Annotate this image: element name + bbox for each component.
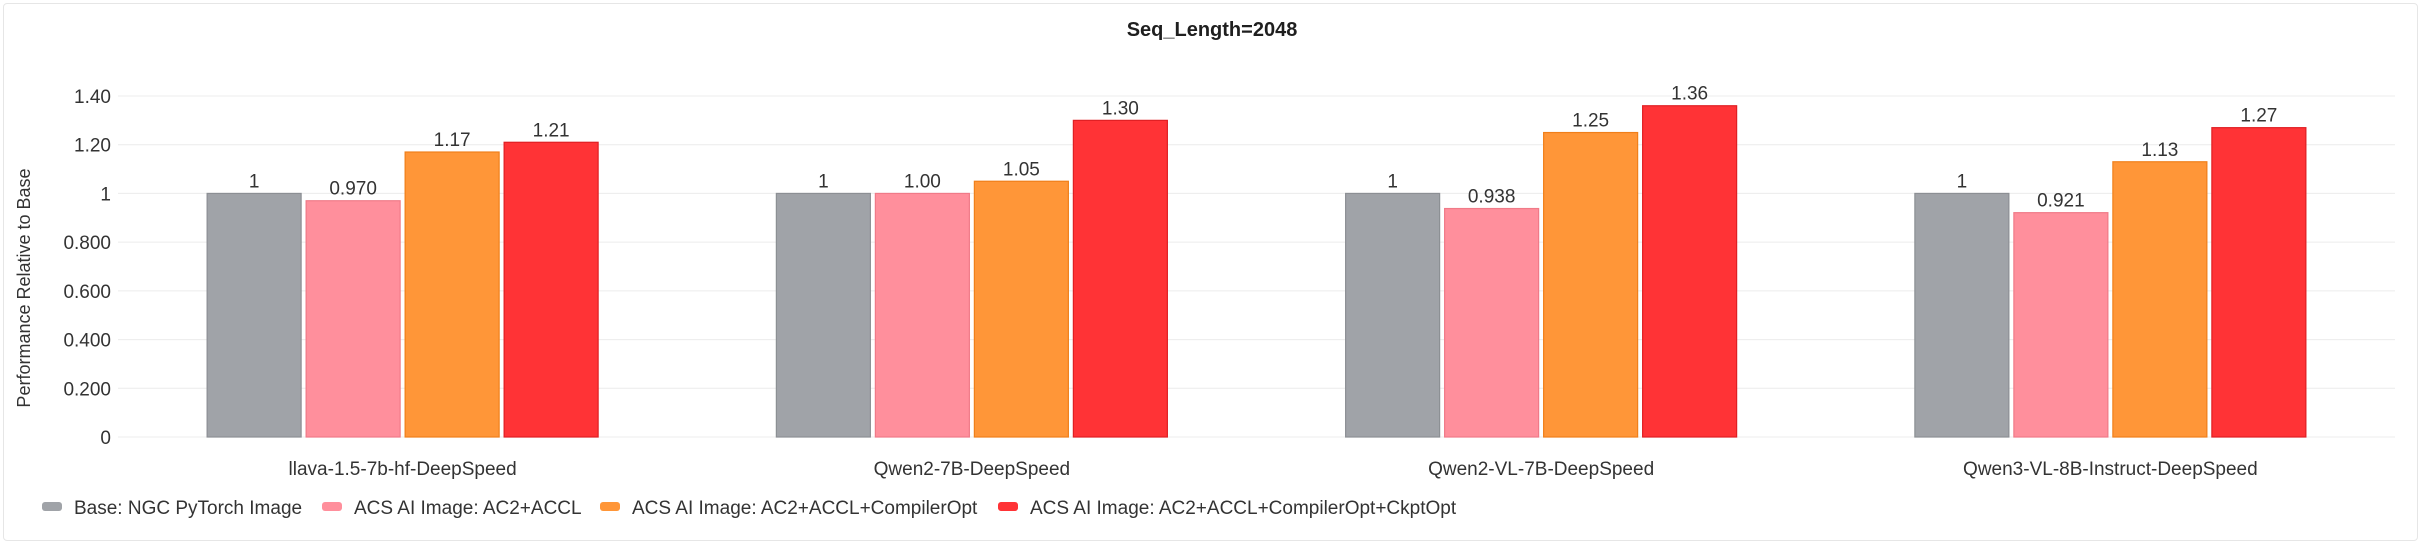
x-category-label: Qwen3-VL-8B-Instruct-DeepSpeed: [1963, 459, 2258, 480]
bar: [2013, 212, 2109, 438]
x-category-label: llava-1.5-7b-hf-DeepSpeed: [289, 459, 517, 480]
data-label: 1.27: [2240, 106, 2277, 127]
bar: [206, 192, 302, 438]
data-label: 0.970: [329, 179, 377, 200]
legend: Base: NGC PyTorch Image ACS AI Image: AC2…: [42, 498, 1457, 519]
legend-label: Base: NGC PyTorch Image: [74, 498, 302, 519]
y-tick-label: 1.20: [74, 136, 111, 157]
bar: [2112, 161, 2208, 438]
y-tick-label: 0.800: [63, 233, 111, 254]
x-axis-categories: llava-1.5-7b-hf-DeepSpeed Qwen2-7B-DeepSp…: [289, 459, 2258, 480]
y-tick-label: 1.40: [74, 87, 111, 108]
data-labels: 1 0.970 1.17 1.21 1 1.00 1.05 1.30 1 0.938 1.25 1.3…: [249, 84, 2278, 212]
data-label: 1.05: [1003, 159, 1040, 180]
data-label: 1.00: [904, 171, 941, 192]
data-label: 1.17: [434, 130, 471, 151]
data-label: 0.938: [1468, 187, 1516, 208]
bar: [775, 192, 871, 438]
bar: [874, 192, 970, 438]
data-label: 1: [818, 171, 829, 192]
bar: [1642, 105, 1738, 438]
legend-item[interactable]: Base: NGC PyTorch Image: [42, 498, 302, 519]
data-label: 1.25: [1572, 111, 1609, 132]
legend-swatch: [42, 502, 62, 511]
x-category-label: Qwen2-VL-7B-DeepSpeed: [1428, 459, 1654, 480]
data-label: 1.13: [2141, 140, 2178, 161]
legend-label: ACS AI Image: AC2+ACCL+CompilerOpt+CkptO…: [1030, 498, 1457, 519]
legend-swatch: [998, 502, 1018, 511]
legend-label: ACS AI Image: AC2+ACCL: [354, 498, 582, 519]
legend-item[interactable]: ACS AI Image: AC2+ACCL+CompilerOpt+CkptO…: [998, 498, 1457, 519]
data-label: 1: [249, 171, 260, 192]
y-tick-label: 0.200: [63, 379, 111, 400]
bar: [305, 200, 401, 438]
legend-swatch: [600, 502, 620, 511]
y-tick-label: 0.400: [63, 331, 111, 352]
legend-swatch: [322, 502, 342, 511]
chart-title: Seq_Length=2048: [1127, 19, 1298, 41]
y-axis-label: Performance Relative to Base: [14, 168, 34, 407]
x-category-label: Qwen2-7B-DeepSpeed: [874, 459, 1070, 480]
data-label: 1: [1957, 171, 1968, 192]
bar: [503, 141, 599, 438]
y-axis-ticks: 0 0.200 0.400 0.600 0.800 1 1.20 1.40: [63, 87, 111, 449]
bar: [2211, 127, 2307, 438]
y-tick-label: 1: [100, 184, 111, 205]
legend-label: ACS AI Image: AC2+ACCL+CompilerOpt: [632, 498, 978, 519]
legend-item[interactable]: ACS AI Image: AC2+ACCL: [322, 498, 582, 519]
data-label: 0.921: [2037, 191, 2085, 212]
data-label: 1.30: [1102, 98, 1139, 119]
y-tick-label: 0.600: [63, 282, 111, 303]
bar: [1444, 207, 1540, 438]
data-label: 1: [1387, 171, 1398, 192]
bar: [404, 151, 500, 438]
bar: [1345, 192, 1441, 438]
legend-item[interactable]: ACS AI Image: AC2+ACCL+CompilerOpt: [600, 498, 978, 519]
y-tick-label: 0: [100, 428, 111, 449]
bar: [973, 180, 1069, 438]
bar: [1072, 119, 1168, 438]
bar: [1914, 192, 2010, 438]
data-label: 1.36: [1671, 84, 1708, 105]
bars: [206, 105, 2307, 438]
data-label: 1.21: [533, 120, 570, 141]
bar: [1543, 131, 1639, 438]
